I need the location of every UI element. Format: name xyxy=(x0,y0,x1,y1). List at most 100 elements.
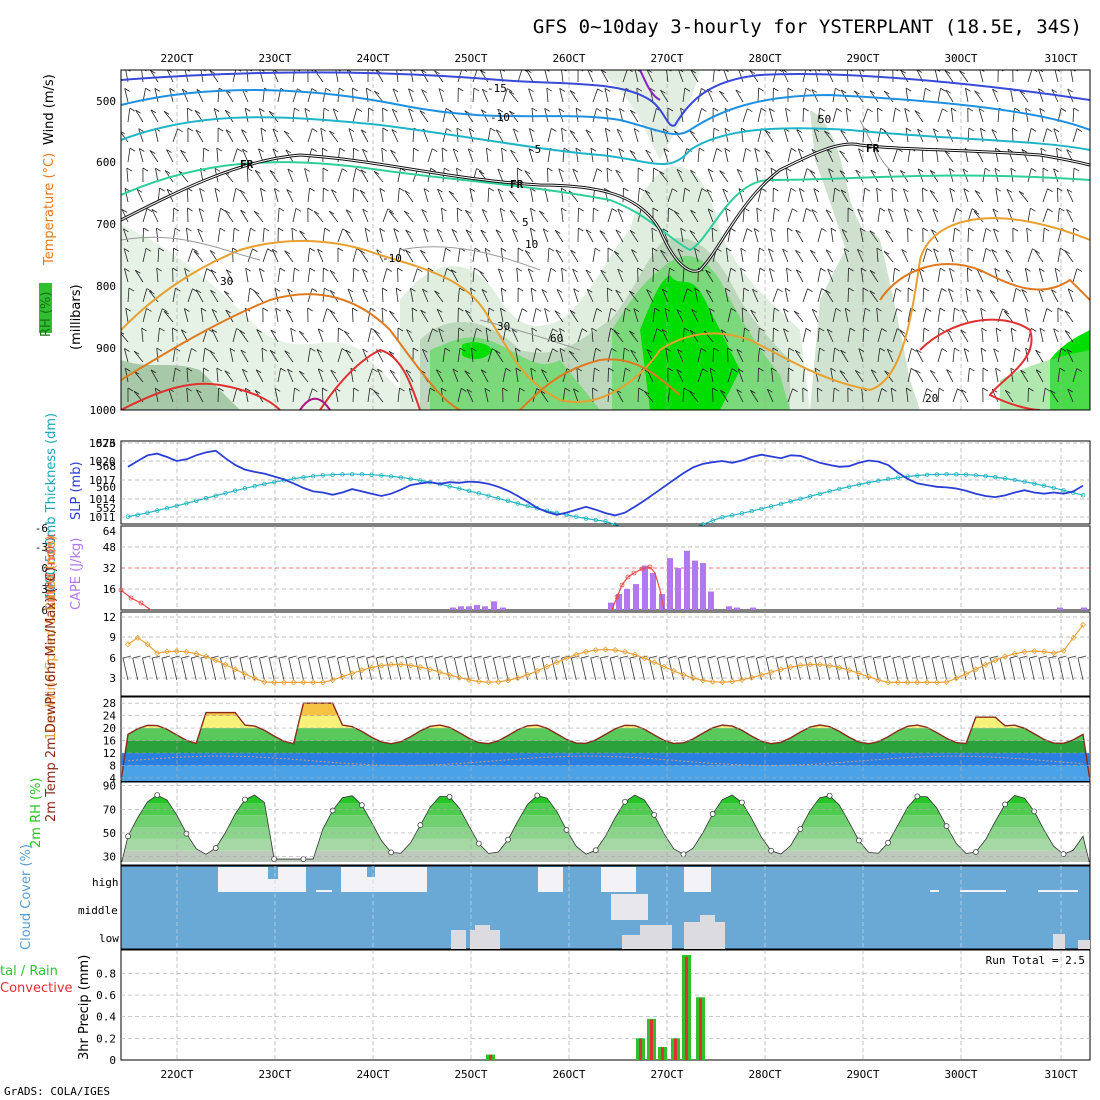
wind-speed-point xyxy=(719,679,726,686)
precip-tick: 0.2 xyxy=(96,1032,116,1045)
wind-speed-point xyxy=(699,677,707,684)
rh-point xyxy=(271,856,278,862)
wind-speed-point xyxy=(378,662,385,669)
pressure-tick: 1000 xyxy=(90,404,117,417)
thickness-point xyxy=(320,473,326,478)
wind-speed-point xyxy=(212,657,219,664)
cape-bar xyxy=(642,565,648,610)
rh-point xyxy=(1060,851,1067,857)
thickness-point xyxy=(301,475,306,480)
precip-bars xyxy=(486,955,705,1060)
temp-tick: 4 xyxy=(109,772,116,785)
rh-tick: 90 xyxy=(103,780,116,793)
thickness-point xyxy=(155,508,160,513)
wind-speed-point xyxy=(690,675,697,682)
thickness-point xyxy=(232,488,238,493)
footer-credit: GrADS: COLA/IGES xyxy=(4,1085,110,1098)
wind-speed-point xyxy=(602,646,609,653)
cloud-panel: high middle low Cloud Cover (%) xyxy=(19,844,1091,950)
thickness-point xyxy=(837,486,842,492)
svg-text:20: 20 xyxy=(925,392,938,405)
wind-speed-point xyxy=(1040,648,1048,655)
cape-tick: 16 xyxy=(103,583,116,596)
surface-barb xyxy=(414,657,421,681)
thickness-point xyxy=(944,472,949,477)
date-label-bottom: 28OCT xyxy=(748,1068,781,1081)
date-label-bottom: 31OCT xyxy=(1044,1068,1077,1081)
wind-speed-point xyxy=(1050,650,1057,657)
thickness-point xyxy=(915,473,920,478)
date-label-bottom: 23OCT xyxy=(258,1068,291,1081)
wind-speed-point xyxy=(855,670,862,677)
pressure-tick: 700 xyxy=(96,218,116,231)
cape-bar xyxy=(482,606,488,610)
wind-speed-point xyxy=(251,675,258,682)
thickness-point xyxy=(505,498,511,504)
cape-bar xyxy=(450,607,456,610)
pressure-tick: 900 xyxy=(96,342,116,355)
rh-point xyxy=(622,798,628,805)
cape-tick: 64 xyxy=(103,525,117,538)
wind-speed-point xyxy=(846,667,853,674)
rh-point xyxy=(154,792,161,798)
surface-barb xyxy=(668,657,675,681)
date-label-bottom: 27OCT xyxy=(650,1068,683,1081)
surface-barb xyxy=(804,657,811,681)
rh-tick: 50 xyxy=(103,827,116,840)
wind-speed-point xyxy=(612,647,619,654)
lifted-index-tick: 0 xyxy=(41,562,48,575)
surface-barb xyxy=(960,657,967,681)
thickness-point xyxy=(340,472,345,477)
surface-barb xyxy=(629,657,636,681)
surface-barb xyxy=(765,657,772,681)
temperature-line xyxy=(120,702,1091,782)
wind-speed-point xyxy=(124,641,132,648)
surface-barb xyxy=(658,657,665,681)
surface-barb xyxy=(317,657,324,681)
date-label-top: 25OCT xyxy=(454,52,487,65)
wind-speed-point xyxy=(660,663,668,670)
surface-barb xyxy=(239,657,246,681)
wind-speed-point xyxy=(1079,621,1087,628)
temp-tick: 8 xyxy=(109,759,116,772)
surface-barb xyxy=(327,657,334,681)
thickness-point xyxy=(1061,488,1066,493)
thickness-point xyxy=(379,473,384,478)
wind-speed-point xyxy=(368,664,375,671)
rh-point xyxy=(1002,801,1008,808)
svg-text:10: 10 xyxy=(525,238,538,251)
svg-text:5: 5 xyxy=(522,216,529,229)
surface-barb xyxy=(902,657,908,681)
wind-speed-point xyxy=(163,648,171,655)
surface-barb xyxy=(541,657,548,681)
thickness-point xyxy=(583,516,589,521)
wind-speed-point xyxy=(914,679,921,686)
rh-point xyxy=(359,802,365,808)
rh-tick: 30 xyxy=(103,851,116,864)
thickness-point xyxy=(447,484,452,489)
wind-speed-point xyxy=(271,679,278,686)
wind-speed-point xyxy=(446,671,453,679)
surface-barb xyxy=(405,657,411,681)
slp-tick: 1011 xyxy=(89,511,116,524)
wind-speed-point xyxy=(319,679,326,686)
wind-speed-point xyxy=(349,670,356,677)
lifted-index-point xyxy=(631,570,637,576)
rh-point xyxy=(212,845,219,851)
wind-speed-point xyxy=(621,648,629,655)
surface-barb xyxy=(619,657,626,681)
date-label-top: 29OCT xyxy=(846,52,879,65)
thickness-point xyxy=(934,472,940,477)
svg-text:FR: FR xyxy=(240,158,254,171)
cape-bar xyxy=(675,568,681,610)
surface-barb xyxy=(473,657,480,681)
surface-barb xyxy=(395,657,402,681)
thickness-point xyxy=(1041,483,1047,488)
wind-speed-point xyxy=(397,661,404,668)
lifted-index-tick: -3 xyxy=(35,541,48,554)
slp-panel: 576 568 560 552 1023 1020 1017 1014 1011 1000-5… xyxy=(44,413,1091,600)
surface-barb xyxy=(570,657,577,681)
thickness-point xyxy=(164,506,170,511)
rh-point xyxy=(446,793,453,800)
thickness-point xyxy=(973,473,979,478)
